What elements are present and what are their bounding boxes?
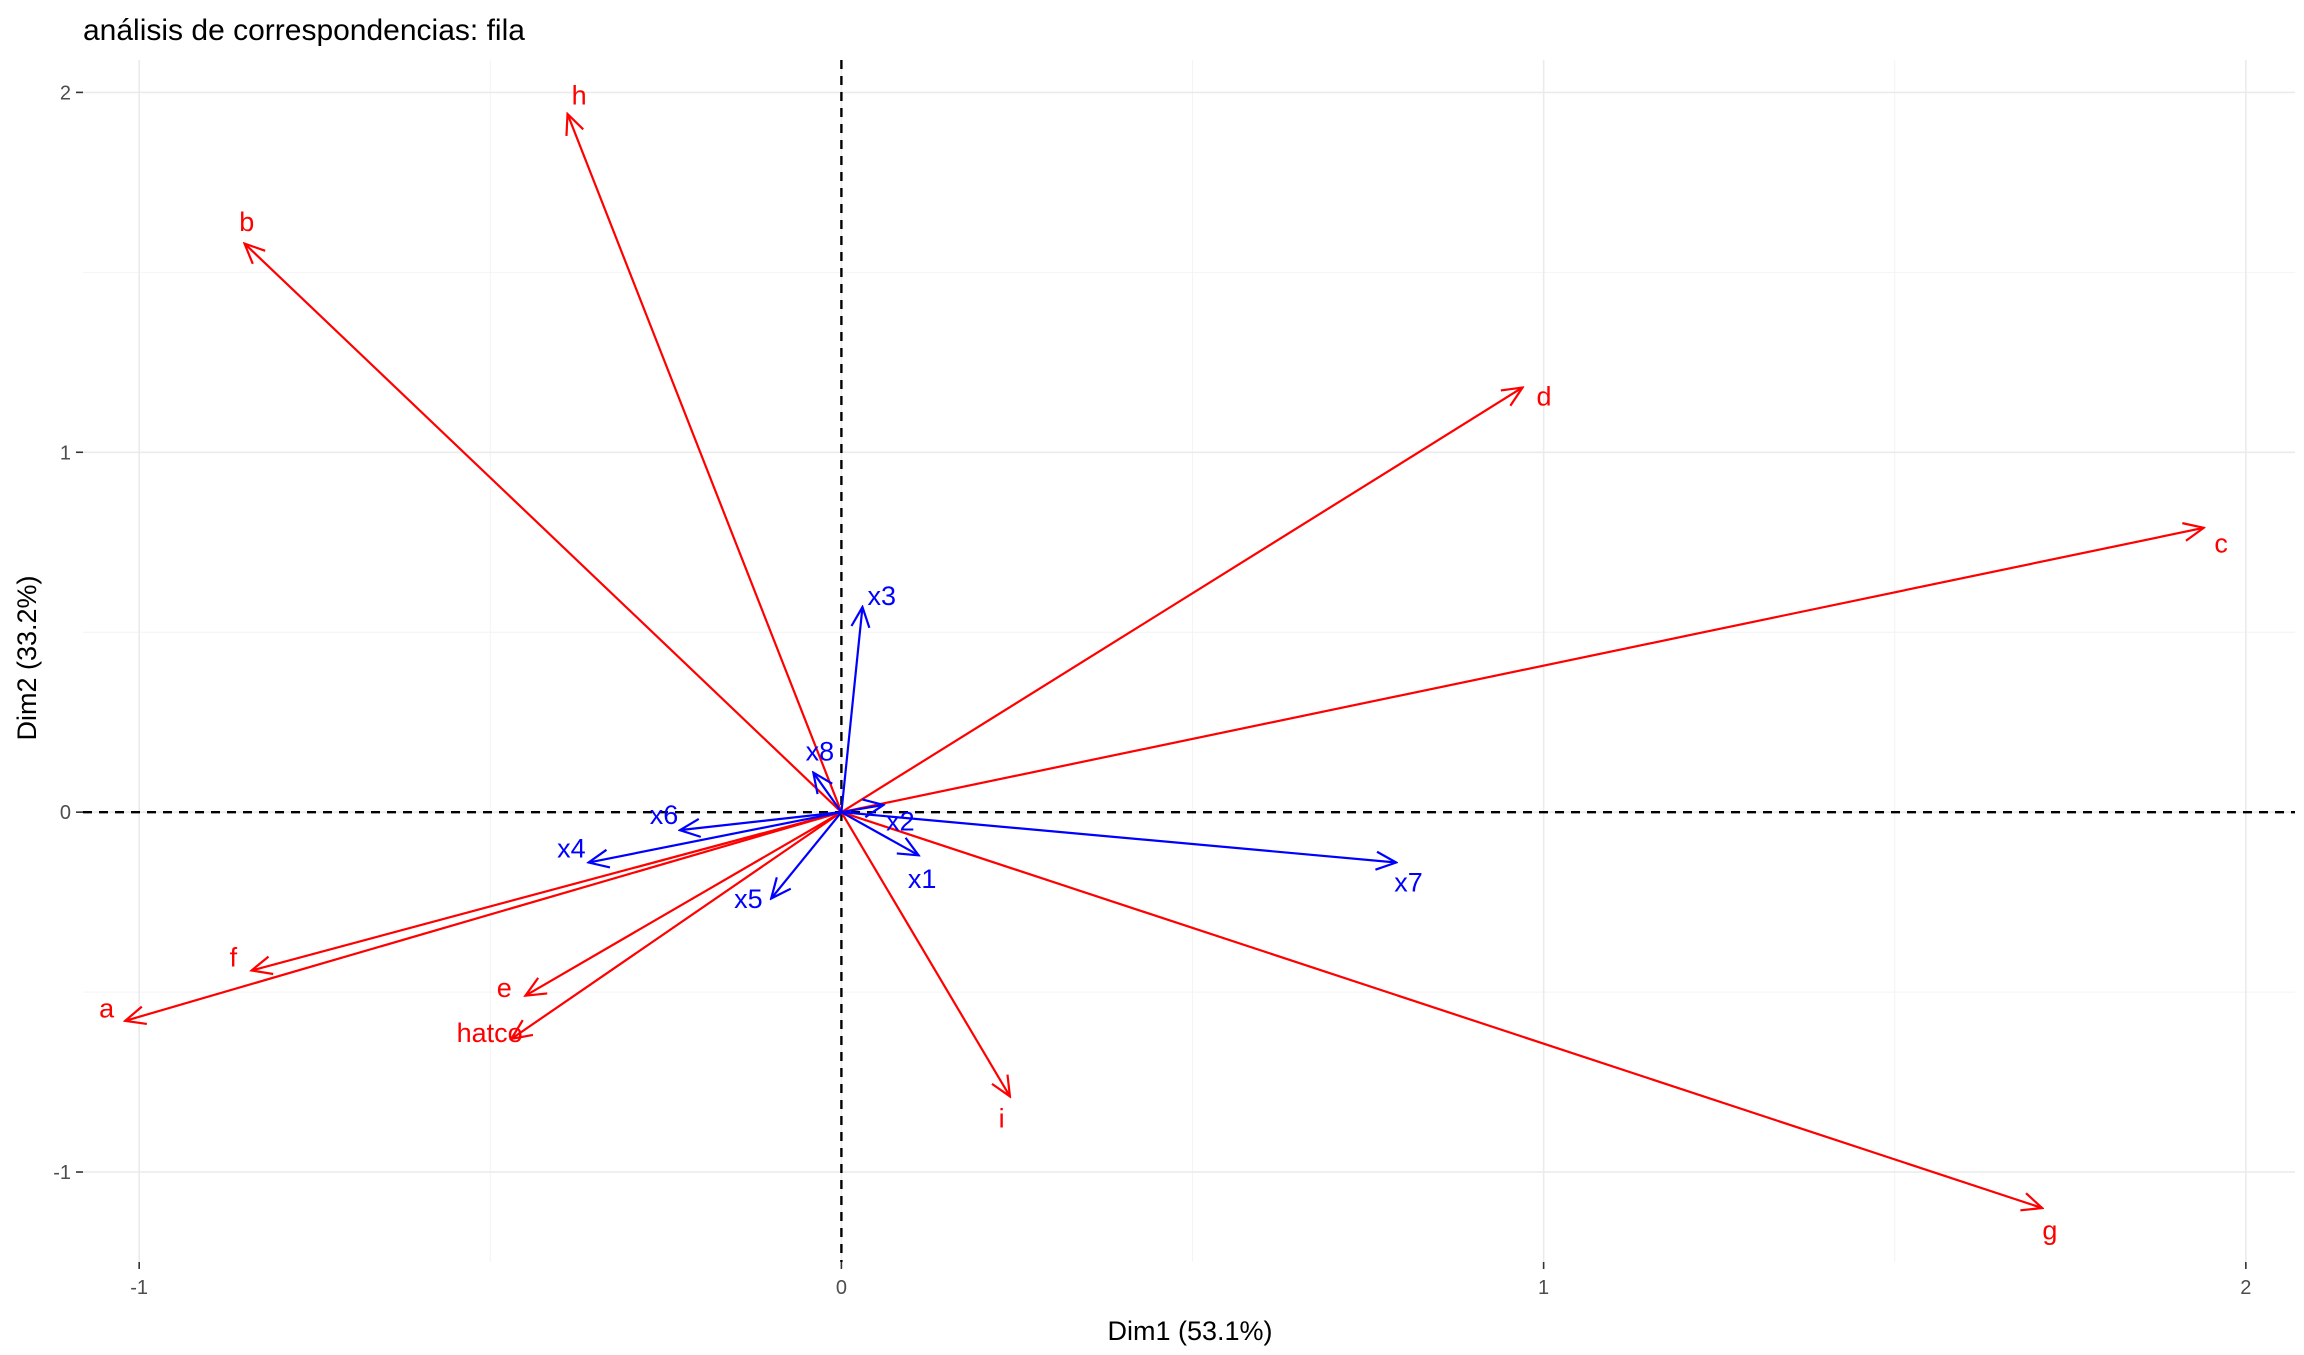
label-x3: x3 bbox=[868, 581, 897, 611]
vector-a bbox=[125, 811, 842, 1021]
vector-x2 bbox=[841, 805, 883, 812]
y-axis-title: Dim2 (33.2%) bbox=[12, 575, 42, 740]
label-hatco: hatco bbox=[457, 1018, 523, 1048]
label-a: a bbox=[99, 994, 115, 1024]
vector-b bbox=[245, 244, 843, 813]
x-tick-label: 2 bbox=[2240, 1277, 2251, 1299]
vector-d bbox=[840, 387, 1522, 814]
y-tick-label: 0 bbox=[60, 802, 71, 824]
vector-x5 bbox=[771, 811, 843, 898]
chart-title: análisis de correspondencias: fila bbox=[83, 14, 525, 47]
vector-c bbox=[841, 528, 2203, 814]
vector-e bbox=[525, 811, 842, 996]
grid bbox=[83, 60, 2295, 1262]
x-axis-title: Dim1 (53.1%) bbox=[1107, 1316, 1272, 1346]
reference-lines bbox=[83, 60, 2295, 1262]
y-tick-label: 2 bbox=[60, 82, 71, 104]
x-tick-label: 0 bbox=[836, 1277, 847, 1299]
label-h: h bbox=[572, 80, 587, 110]
label-g: g bbox=[2042, 1215, 2057, 1245]
x-tick-label: 1 bbox=[1538, 1277, 1549, 1299]
vector-g bbox=[841, 811, 2042, 1208]
label-b: b bbox=[239, 207, 254, 237]
vector-h bbox=[568, 114, 843, 813]
label-x1: x1 bbox=[908, 864, 937, 894]
vector-labels: a b c d e f g h i hatco x1 x2 x3 x4 x5 x6 x7 x8 bbox=[99, 80, 2228, 1245]
vector-x7 bbox=[841, 811, 1396, 862]
y-tick-label: -1 bbox=[53, 1162, 71, 1184]
vectors bbox=[125, 114, 2204, 1208]
y-tick-label: 1 bbox=[60, 442, 71, 464]
label-c: c bbox=[2214, 529, 2228, 559]
vector-x8 bbox=[813, 773, 843, 813]
label-e: e bbox=[497, 973, 512, 1003]
label-x5: x5 bbox=[734, 884, 763, 914]
label-i: i bbox=[999, 1104, 1005, 1134]
label-x7: x7 bbox=[1394, 868, 1423, 898]
vector-i bbox=[840, 811, 1010, 1096]
vector-x3 bbox=[840, 607, 862, 813]
label-x8: x8 bbox=[806, 737, 835, 767]
vector-x1 bbox=[840, 811, 918, 855]
vector-f bbox=[252, 811, 842, 970]
axes: -1 0 1 2 -1 0 1 2 bbox=[53, 82, 2251, 1299]
label-x6: x6 bbox=[650, 800, 679, 830]
vector-x6 bbox=[680, 811, 842, 830]
vector-x4 bbox=[589, 811, 842, 862]
x-tick-label: -1 bbox=[130, 1277, 148, 1299]
vector-hatco bbox=[511, 811, 843, 1039]
label-x2: x2 bbox=[886, 806, 915, 836]
label-d: d bbox=[1536, 381, 1551, 411]
label-x4: x4 bbox=[557, 834, 586, 864]
label-f: f bbox=[230, 943, 238, 973]
